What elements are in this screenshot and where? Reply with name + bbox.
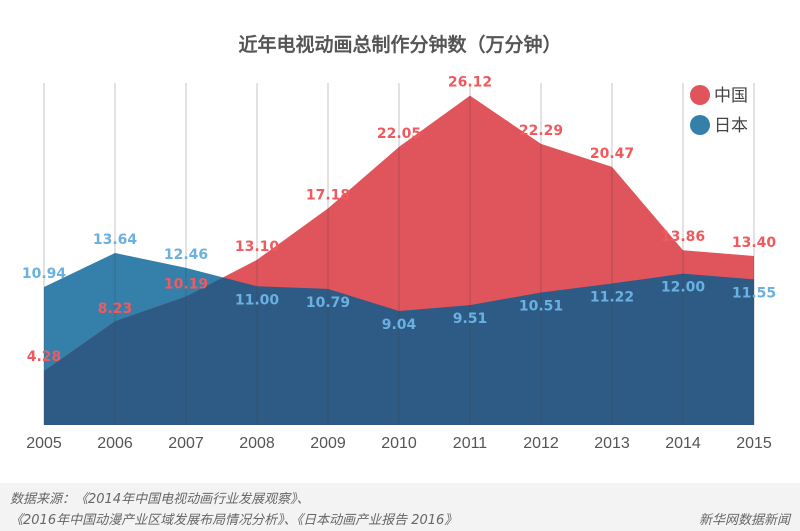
china-data-label: 26.12: [448, 75, 492, 91]
japan-data-label: 10.51: [519, 298, 563, 314]
china-data-label: 10.19: [164, 276, 208, 292]
x-tick-label: 2015: [736, 435, 772, 452]
japan-data-label: 10.94: [22, 266, 67, 282]
japan-data-label: 11.55: [732, 285, 776, 301]
legend-marker-japan: [690, 115, 710, 135]
china-data-label: 17.18: [306, 187, 350, 203]
x-tick-label: 2013: [594, 435, 630, 452]
china-data-label: 13.86: [661, 229, 705, 245]
brand-label: 新华网数据新闻: [698, 513, 790, 528]
footer: 数据来源：《2014年中国电视动画行业发展观察》、 《2016年中国动漫产业区域…: [0, 483, 800, 531]
x-tick-label: 2006: [97, 435, 133, 452]
japan-data-label: 11.00: [235, 292, 280, 308]
japan-data-label: 13.64: [93, 232, 138, 248]
x-tick-label: 2005: [26, 435, 62, 452]
japan-data-label: 12.00: [661, 280, 706, 296]
legend-marker-china: [690, 85, 710, 105]
china-data-label: 22.05: [377, 126, 421, 142]
japan-data-label: 11.22: [590, 290, 634, 306]
x-tick-label: 2011: [453, 435, 488, 452]
x-tick-label: 2012: [523, 435, 559, 452]
legend-label-japan: 日本: [714, 116, 748, 136]
source-line-2: 《2016年中国动漫产业区域发展布局情况分析》、《日本动画产业报告 2016》: [10, 513, 458, 528]
x-tick-label: 2014: [665, 435, 701, 452]
x-tick-label: 2008: [239, 435, 275, 452]
x-tick-label: 2009: [310, 435, 346, 452]
japan-data-label: 9.04: [382, 317, 417, 333]
japan-data-label: 9.51: [453, 311, 488, 327]
x-tick-label: 2010: [381, 435, 417, 452]
china-data-label: 13.10: [235, 239, 280, 255]
legend-label-china: 中国: [714, 86, 748, 106]
source-line-1: 数据来源：《2014年中国电视动画行业发展观察》、: [10, 492, 310, 507]
china-data-label: 20.47: [590, 146, 634, 162]
china-data-label: 22.29: [519, 123, 563, 139]
x-tick-label: 2007: [168, 435, 204, 452]
japan-data-label: 12.46: [164, 247, 208, 263]
chart-title: 近年电视动画总制作分钟数（万分钟）: [238, 34, 562, 56]
china-data-label: 8.23: [98, 301, 133, 317]
china-data-label: 4.28: [27, 349, 62, 365]
china-data-label: 13.40: [732, 235, 777, 251]
japan-data-label: 10.79: [306, 295, 350, 311]
area-chart: 2005 2006 2007 2008 2009 2010 2011 2012 2013 2014…: [22, 75, 777, 452]
